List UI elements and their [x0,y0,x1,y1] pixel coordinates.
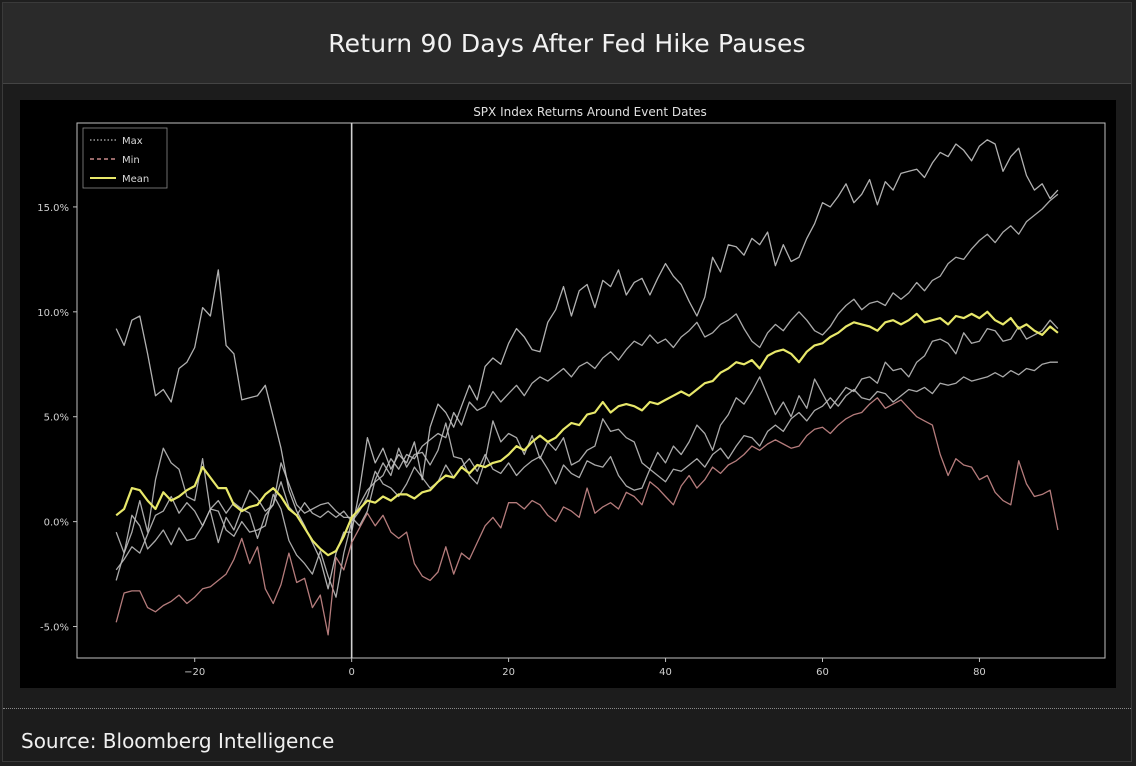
y-tick-label: 0.0% [44,518,69,529]
series-group [115,139,1059,636]
plot-frame [76,122,1106,659]
series-line-mean [115,310,1059,557]
line-chart: SPX Index Returns Around Event Dates −20… [37,105,1106,678]
footer-divider [3,708,1131,709]
x-tick-label: 60 [816,667,829,678]
series-line-event-b [115,361,1058,598]
chart-panel: SPX Index Returns Around Event Dates −20… [20,100,1116,688]
legend-label-min: Min [122,155,140,166]
y-tick-label: -5.0% [40,623,69,634]
plot-title: SPX Index Returns Around Event Dates [473,105,707,119]
x-tick-label: 80 [973,667,986,678]
y-tick-label: 5.0% [44,413,69,424]
legend-label-max: Max [122,136,143,147]
axis-ticks: −20 0 20 40 60 80 -5.0% 0.0% 5.0% 10.0% 15.0% [37,203,986,678]
series-line-max [115,139,1059,590]
series-line-min [115,397,1059,636]
legend-label-mean: Mean [122,174,149,185]
legend: Max Min Mean [82,127,168,189]
y-tick-label: 10.0% [37,308,69,319]
y-tick-label: 15.0% [37,203,69,214]
x-tick-label: 0 [348,667,354,678]
source-note: Source: Bloomberg Intelligence [21,729,335,753]
series-line-event-a [115,319,1059,581]
x-tick-label: 40 [659,667,672,678]
x-tick-label: −20 [184,667,205,678]
series-line-event-c [115,193,1059,571]
card-title: Return 90 Days After Fed Hike Pauses [328,28,806,58]
card-header: Return 90 Days After Fed Hike Pauses [3,3,1131,84]
x-tick-label: 20 [502,667,515,678]
